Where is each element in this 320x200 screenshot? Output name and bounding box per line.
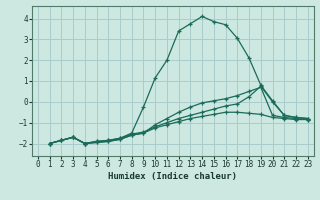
- X-axis label: Humidex (Indice chaleur): Humidex (Indice chaleur): [108, 172, 237, 181]
